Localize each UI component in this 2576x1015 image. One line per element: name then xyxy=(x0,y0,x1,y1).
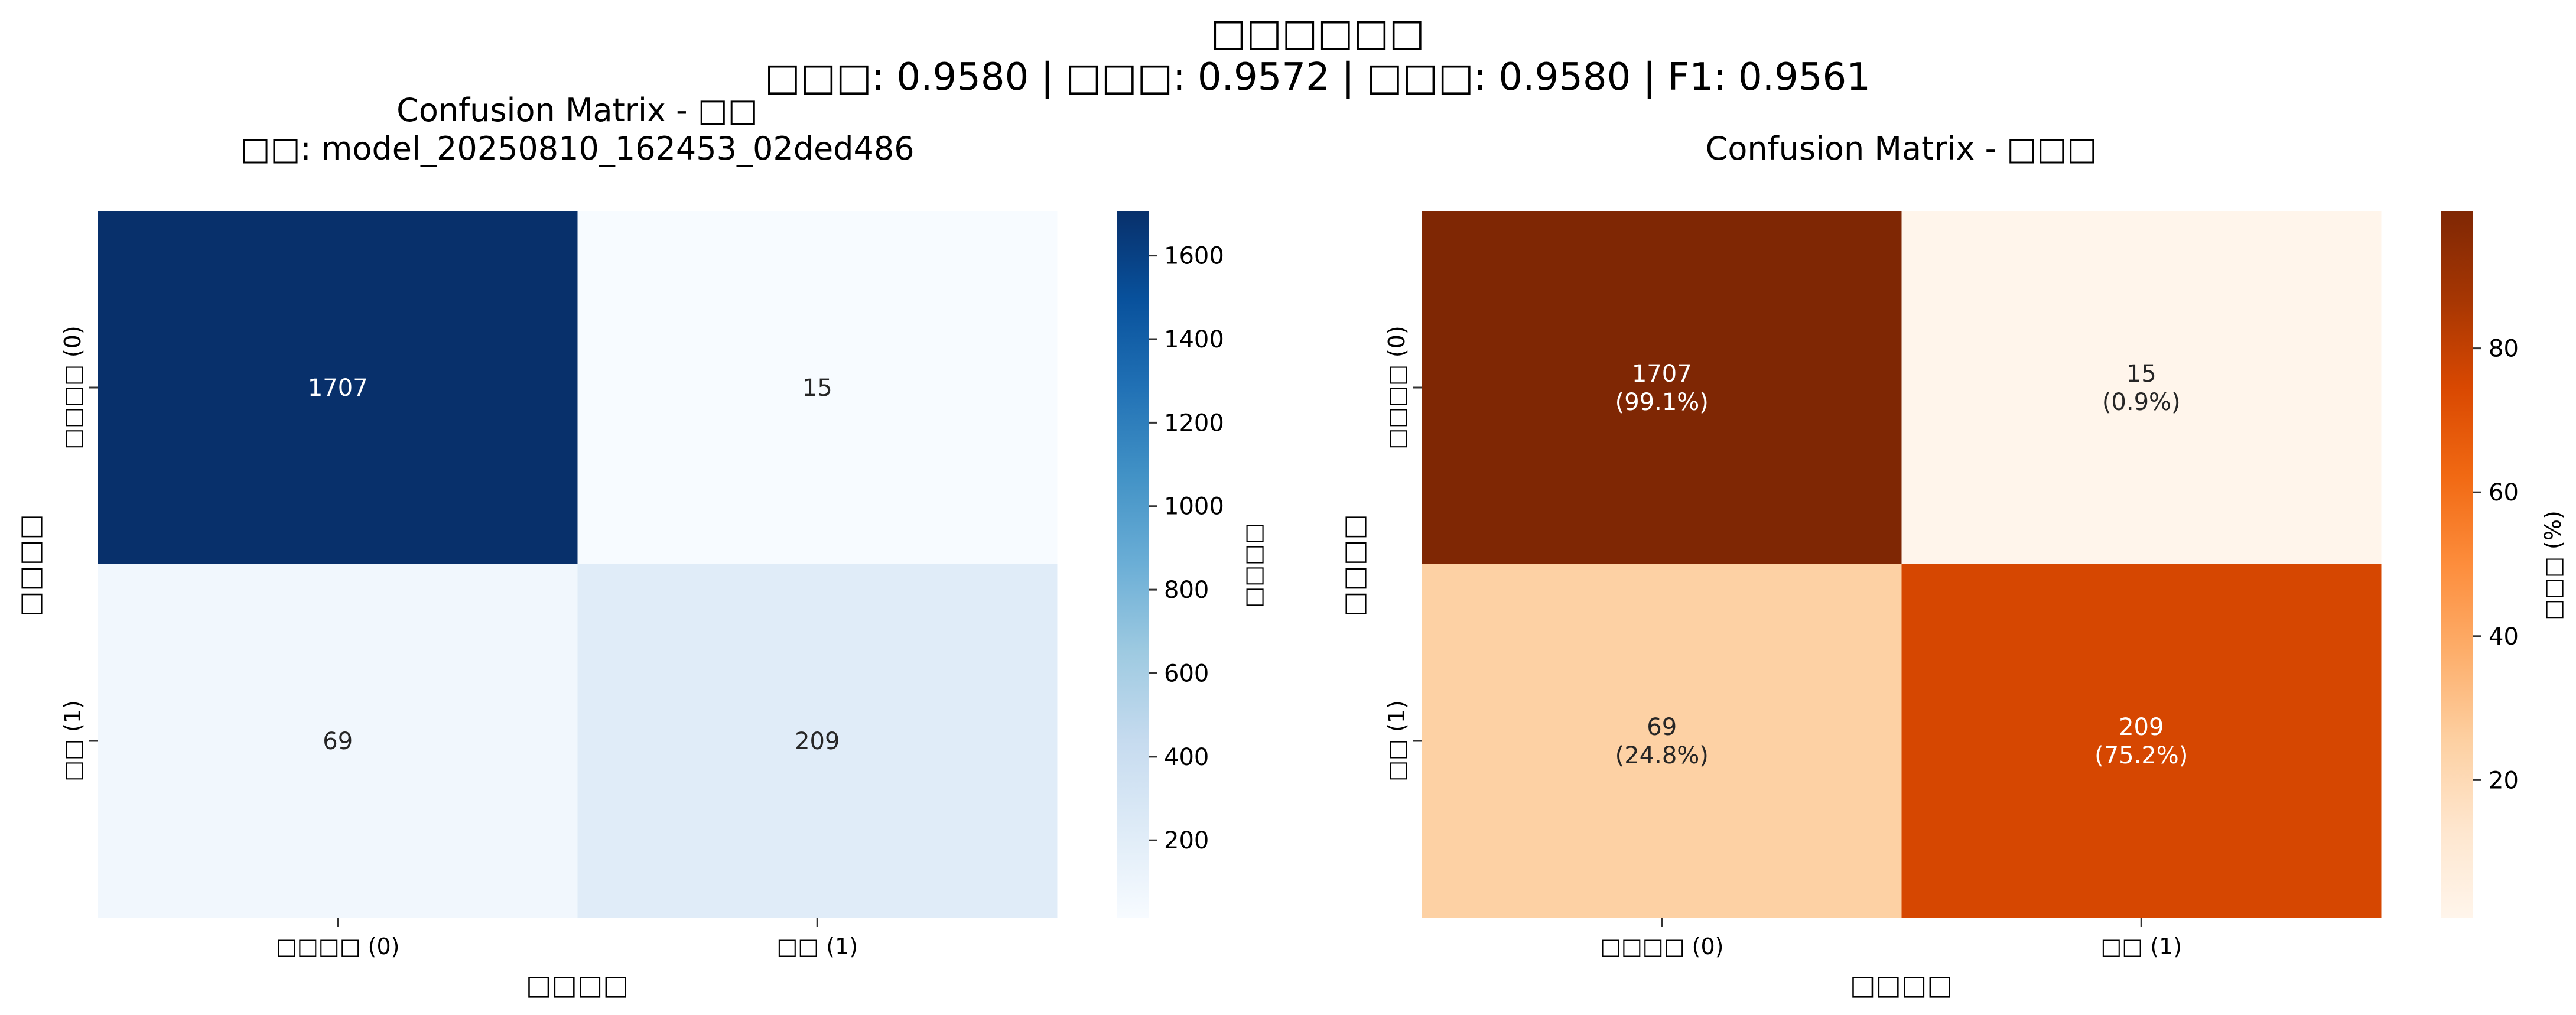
colorbar-tick-label: 800 xyxy=(1164,577,1209,604)
right-row-ticks: □□□□ (0) □□ (1) xyxy=(1384,326,1422,782)
cell-count-label: 1707 xyxy=(1632,360,1692,388)
heatmap-cell-r1-c0 xyxy=(1422,564,1902,918)
right-heatmap-cells: 1707(99.1%) 15(0.9%) 69(24.8%) 209(75.2%) xyxy=(1422,211,2382,918)
colorbar-tick-label: 1400 xyxy=(1164,326,1224,353)
cell-percent-label: (24.8%) xyxy=(1615,742,1709,769)
cell-percent-label: (0.9%) xyxy=(2102,389,2181,416)
colorbar-gradient xyxy=(1117,211,1149,918)
row-tick-label: □□ (1) xyxy=(60,700,86,782)
cell-count-label: 69 xyxy=(323,728,353,755)
left-title-line1: Confusion Matrix - □□ xyxy=(396,92,758,129)
heatmap-cell-r0-c1 xyxy=(1901,211,2382,565)
right-col-ticks: □□□□ (0) □□ (1) xyxy=(1600,918,2182,959)
heatmap-cell-r0-c1 xyxy=(577,211,1058,565)
colorbar-gradient xyxy=(2441,211,2473,918)
left-title-line2: □□: model_20250810_162453_02ded486 xyxy=(240,130,914,167)
left-heatmap-cells: 1707 15 69 209 xyxy=(98,211,1058,918)
right-colorbar-label: □□□ (%) xyxy=(2540,510,2566,620)
cell-count-label: 1707 xyxy=(308,375,368,402)
figure-metrics-line: □□□: 0.9580 | □□□: 0.9572 | □□□: 0.9580 … xyxy=(765,56,1871,99)
colorbar-tick-label: 80 xyxy=(2489,336,2519,363)
colorbar-tick-label: 1200 xyxy=(1164,409,1224,437)
heatmap-cell-r0-c0 xyxy=(1422,211,1902,565)
col-tick-label: □□ (1) xyxy=(2100,933,2182,959)
col-tick-label: □□ (1) xyxy=(776,933,858,959)
colorbar-tick-label: 600 xyxy=(1164,660,1209,687)
cell-count-label: 209 xyxy=(795,728,840,755)
left-x-axis-label: □□□□ xyxy=(526,969,629,1001)
cell-count-label: 15 xyxy=(802,375,832,402)
colorbar-tick-label: 200 xyxy=(1164,827,1209,854)
row-tick-label: □□□□ (0) xyxy=(1384,326,1410,450)
heatmap-cell-r1-c0 xyxy=(98,564,578,918)
colorbar-tick-label: 60 xyxy=(2489,479,2519,506)
cell-percent-label: (75.2%) xyxy=(2094,742,2188,769)
heatmap-cell-r0-c0 xyxy=(98,211,578,565)
right-title: Confusion Matrix - □□□ xyxy=(1706,130,2097,167)
left-colorbar-label: □□□□ xyxy=(1240,523,1266,608)
cell-count-label: 15 xyxy=(2126,360,2157,388)
cell-count-label: 209 xyxy=(2119,714,2164,741)
row-tick-label: □□ (1) xyxy=(1384,700,1410,782)
colorbar-tick-label: 1600 xyxy=(1164,243,1224,270)
heatmap-cell-r1-c1 xyxy=(1901,564,2382,918)
left-y-axis-label: □□□□ xyxy=(14,514,45,617)
right-colorbar: 20 40 60 80 xyxy=(2441,211,2519,918)
cell-percent-label: (99.1%) xyxy=(1615,389,1709,416)
heatmap-cell-r1-c1 xyxy=(577,564,1058,918)
right-y-axis-label: □□□□ xyxy=(1338,514,1370,617)
left-col-ticks: □□□□ (0) □□ (1) xyxy=(276,918,858,959)
col-tick-label: □□□□ (0) xyxy=(1600,933,1724,959)
row-tick-label: □□□□ (0) xyxy=(60,326,86,450)
chart-left: Confusion Matrix - □□ □□: model_20250810… xyxy=(14,92,1266,1001)
chart-right: Confusion Matrix - □□□ 1707(99.1%) 15(0.9… xyxy=(1338,130,2566,1001)
left-row-ticks: □□□□ (0) □□ (1) xyxy=(60,326,98,782)
colorbar-tick-label: 400 xyxy=(1164,744,1209,771)
right-x-axis-label: □□□□ xyxy=(1850,969,1953,1001)
col-tick-label: □□□□ (0) xyxy=(276,933,400,959)
left-colorbar: 200 400 600 800 1000 1200 1400 1600 xyxy=(1117,211,1224,918)
colorbar-tick-label: 20 xyxy=(2489,767,2519,794)
colorbar-tick-label: 1000 xyxy=(1164,493,1224,520)
figure-suptitle: □□□□□□ xyxy=(1211,11,1425,55)
colorbar-tick-label: 40 xyxy=(2489,623,2519,650)
cell-count-label: 69 xyxy=(1647,714,1677,741)
